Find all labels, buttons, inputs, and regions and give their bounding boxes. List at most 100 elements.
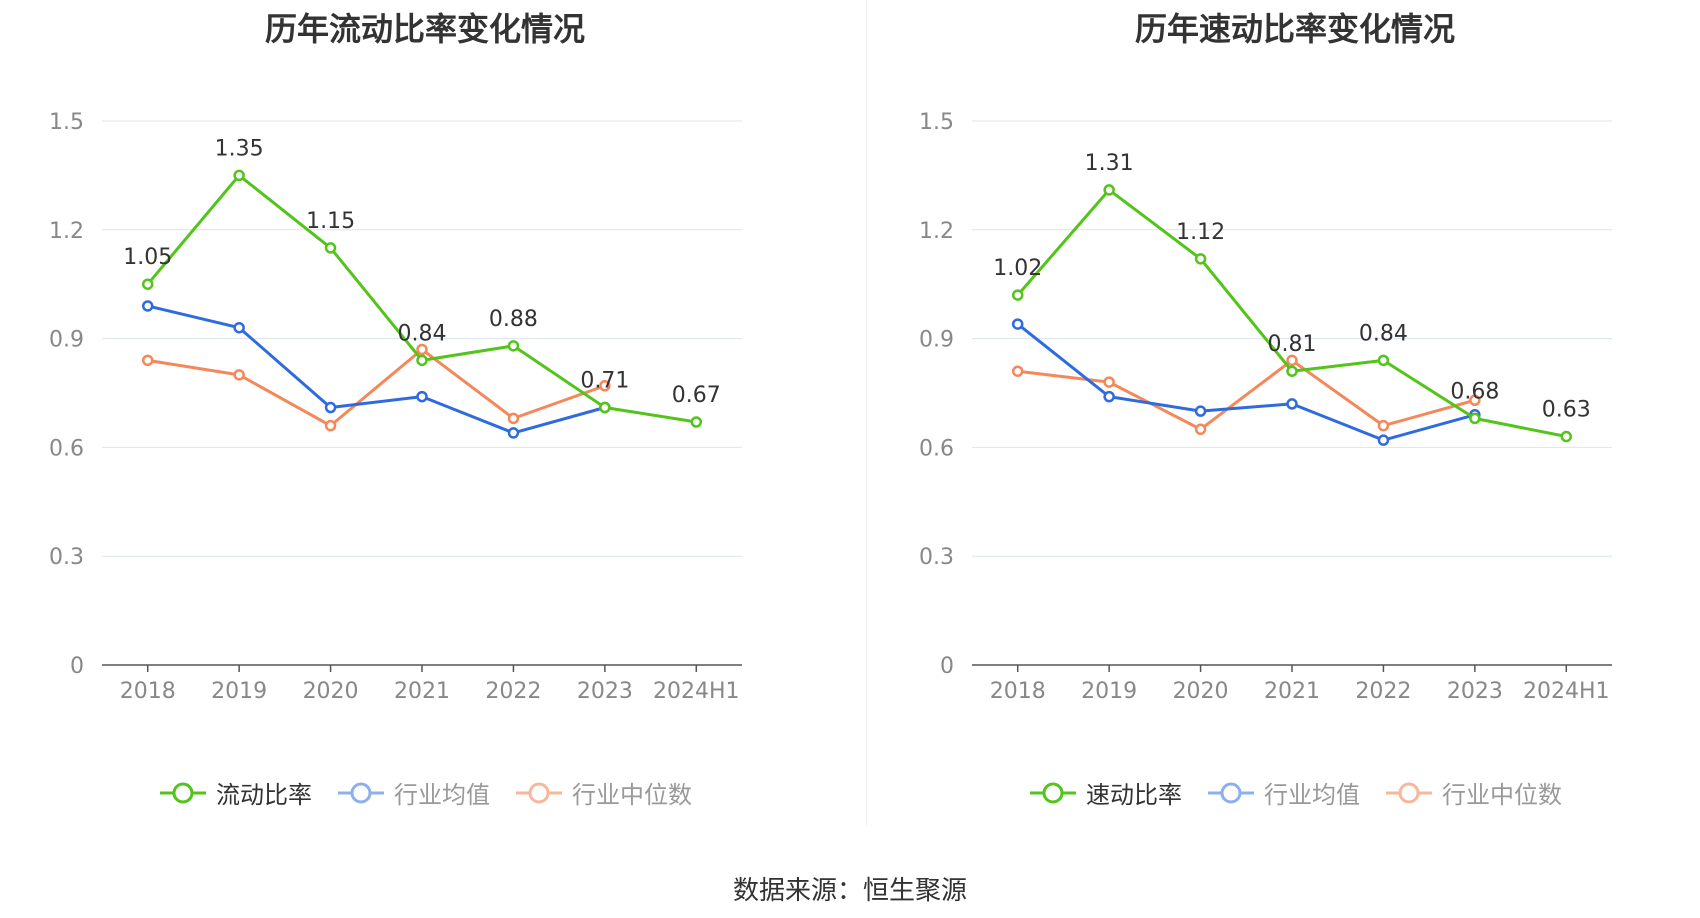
x-tick-label: 2024H1 [1523, 679, 1610, 704]
data-point [1286, 365, 1298, 377]
data-point [507, 412, 520, 425]
data-point [141, 278, 154, 290]
data-point [1194, 405, 1207, 417]
y-tick-label: 0 [70, 654, 84, 679]
data-point [1377, 434, 1390, 446]
x-tick-label: 2019 [1081, 679, 1137, 704]
legend-item-main[interactable]: 速动比率 [1028, 775, 1182, 810]
data-label: 0.63 [1542, 398, 1591, 423]
data-point [233, 169, 245, 182]
data-point [599, 379, 611, 392]
legend-label: 行业均值 [394, 781, 490, 809]
data-point [1103, 376, 1115, 388]
legend-label: 速动比率 [1086, 781, 1182, 809]
data-point [416, 354, 428, 367]
x-tick-label: 2024H1 [653, 679, 740, 704]
data-point [1286, 398, 1298, 410]
data-label: 1.12 [1176, 220, 1225, 245]
data-point [1011, 365, 1024, 377]
legend-line-circle-icon [160, 782, 206, 803]
data-point [507, 427, 520, 439]
y-tick-label: 0.3 [919, 545, 954, 570]
legend-item-avg[interactable]: 行业均值 [1206, 775, 1360, 810]
legend-line-circle-icon [516, 782, 562, 803]
series-line [147, 347, 606, 428]
x-tick-label: 2020 [1173, 679, 1229, 704]
data-point [1011, 289, 1024, 301]
data-point [1194, 423, 1207, 436]
data-point [324, 242, 337, 254]
data-point [416, 390, 428, 403]
data-label: 0.81 [1268, 332, 1317, 357]
data-label: 0.71 [580, 369, 629, 394]
legend-item-avg[interactable]: 行业均值 [336, 775, 490, 810]
y-tick-label: 0.9 [49, 328, 84, 353]
x-tick-label: 2021 [394, 679, 450, 704]
quick-ratio-chart: 历年速动比率变化情况 0 0.3 0.6 0.9 1.2 1.5 2018 2019 2020 2… [870, 0, 1700, 820]
data-label: 1.05 [123, 245, 172, 270]
x-tick-label: 2018 [120, 679, 176, 704]
data-label: 0.68 [1450, 379, 1499, 404]
x-tick-label: 2020 [303, 679, 359, 704]
data-point [324, 419, 337, 432]
x-tick-label: 2023 [577, 679, 633, 704]
panel-divider [866, 0, 867, 825]
legend-line-circle-icon [1208, 782, 1254, 803]
data-point [1469, 412, 1481, 425]
y-tick-label: 0 [940, 654, 954, 679]
data-label: 1.15 [306, 209, 355, 234]
data-point [1103, 390, 1115, 403]
data-point [1377, 419, 1390, 432]
y-tick-label: 0.6 [919, 436, 954, 461]
y-tick-label: 0.6 [49, 436, 84, 461]
data-point [599, 401, 611, 414]
series-line [147, 304, 606, 435]
data-label: 0.67 [672, 383, 721, 408]
series-line [1016, 322, 1476, 442]
x-tick-label: 2018 [990, 679, 1046, 704]
x-tick-label: 2021 [1264, 679, 1320, 704]
chart-legend: 流动比率 行业均值 行业中位数 [0, 775, 850, 810]
legend-item-median[interactable]: 行业中位数 [514, 775, 692, 810]
legend-item-main[interactable]: 流动比率 [158, 775, 312, 810]
chart-legend: 速动比率 行业均值 行业中位数 [870, 775, 1700, 810]
data-source: 数据来源：恒生聚源 [732, 876, 967, 906]
data-point [141, 354, 154, 367]
legend-label: 行业均值 [1264, 781, 1360, 809]
legend-line-circle-icon [338, 782, 384, 803]
data-point [324, 401, 337, 414]
data-label: 1.31 [1085, 151, 1134, 176]
y-tick-label: 1.2 [49, 219, 84, 244]
legend-item-median[interactable]: 行业中位数 [1384, 775, 1562, 810]
data-point [1469, 394, 1481, 407]
data-point [507, 340, 520, 352]
data-point [1103, 184, 1115, 196]
chart-title: 历年速动比率变化情况 [1134, 10, 1455, 48]
x-tick-label: 2023 [1447, 679, 1503, 704]
data-label: 1.35 [215, 136, 264, 161]
data-point [233, 321, 245, 334]
current-ratio-plot: 0 0.3 0.6 0.9 1.2 1.5 2018 2019 2020 2021 2022 2023… [49, 110, 742, 704]
y-tick-label: 0.3 [49, 545, 84, 570]
data-label: 0.84 [1359, 321, 1408, 346]
quick-ratio-plot: 0 0.3 0.6 0.9 1.2 1.5 2018 2019 2020 2021 2022 2023… [919, 110, 1612, 704]
legend-label: 行业中位数 [1442, 781, 1562, 809]
data-label: 0.84 [398, 321, 447, 346]
y-tick-label: 1.5 [49, 110, 84, 135]
current-ratio-chart: 历年流动比率变化情况 0 0.3 0.6 0.9 1.2 1.5 2018 2019 2020 2… [0, 0, 850, 820]
data-point [690, 416, 703, 428]
data-label: 1.02 [993, 256, 1042, 281]
legend-label: 流动比率 [216, 781, 312, 809]
chart-title: 历年流动比率变化情况 [264, 10, 585, 48]
data-point [1011, 318, 1024, 330]
data-point [141, 300, 154, 312]
x-tick-label: 2019 [211, 679, 267, 704]
y-tick-label: 1.2 [919, 219, 954, 244]
data-point [233, 369, 245, 381]
x-tick-label: 2022 [485, 679, 541, 704]
data-point [416, 343, 428, 356]
x-tick-label: 2022 [1355, 679, 1411, 704]
y-tick-label: 0.9 [919, 328, 954, 353]
data-point [1377, 354, 1390, 367]
legend-line-circle-icon [1386, 782, 1432, 803]
